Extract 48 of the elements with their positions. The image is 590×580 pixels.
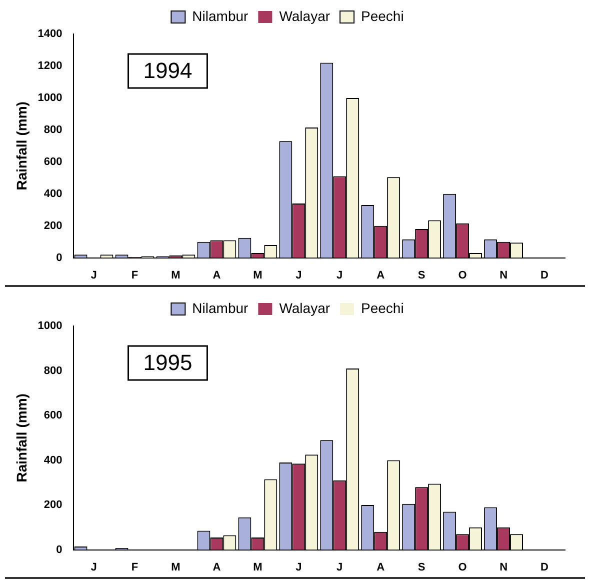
x-tick-label: S	[418, 561, 426, 574]
x-tick-label: N	[500, 269, 508, 282]
x-tick-label: J	[296, 561, 302, 574]
y-tick-label: 1400	[38, 28, 62, 40]
x-tick-label: J	[336, 561, 343, 574]
legend-label: Peechi	[361, 300, 404, 316]
annotation: 1995	[143, 350, 192, 376]
y-tick-label: 0	[56, 544, 62, 556]
y-tick-label: 800	[44, 124, 62, 136]
x-tick-label: J	[296, 269, 302, 282]
legend-label: Walayar	[279, 300, 330, 316]
x-tick-label: S	[418, 269, 426, 282]
y-tick-label: 200	[44, 220, 62, 232]
x-tick-label: J	[90, 561, 97, 574]
x-tick-label: M	[253, 269, 262, 282]
y-tick-label: 600	[44, 410, 62, 422]
y-tick-label: 1000	[38, 320, 62, 332]
y-axis-title: Rainfall (mm)	[13, 394, 30, 482]
x-tick-label: M	[171, 561, 180, 574]
x-tick-label: J	[336, 269, 343, 282]
x-tick-label: D	[540, 561, 549, 574]
annotation: 1994	[143, 58, 192, 84]
y-axis-title: Rainfall (mm)	[13, 102, 30, 190]
x-tick-label: M	[171, 269, 180, 282]
y-tick-label: 1000	[38, 92, 62, 104]
x-tick-label: A	[212, 561, 221, 574]
x-tick-label: O	[458, 269, 468, 282]
legend-label: Walayar	[279, 8, 330, 24]
y-tick-label: 1200	[38, 60, 62, 72]
x-tick-label: A	[376, 269, 385, 282]
x-tick-label: F	[131, 561, 138, 574]
y-tick-label: 800	[44, 364, 62, 377]
x-tick-label: F	[131, 269, 138, 282]
y-tick-label: 600	[44, 156, 62, 168]
x-tick-label: J	[90, 269, 97, 282]
legend-label: Peechi	[361, 8, 404, 24]
x-tick-label: O	[458, 561, 468, 574]
x-tick-label: D	[540, 269, 549, 282]
y-tick-label: 200	[44, 499, 62, 512]
y-tick-label: 400	[44, 188, 62, 200]
x-tick-label: M	[253, 561, 262, 574]
x-tick-label: N	[500, 561, 508, 574]
y-tick-label: 0	[56, 252, 62, 264]
legend-label: Nilambur	[192, 300, 249, 316]
y-tick-label: 400	[44, 454, 62, 466]
legend-label: Nilambur	[192, 8, 249, 24]
x-tick-label: A	[376, 561, 385, 574]
x-tick-label: A	[212, 269, 221, 282]
